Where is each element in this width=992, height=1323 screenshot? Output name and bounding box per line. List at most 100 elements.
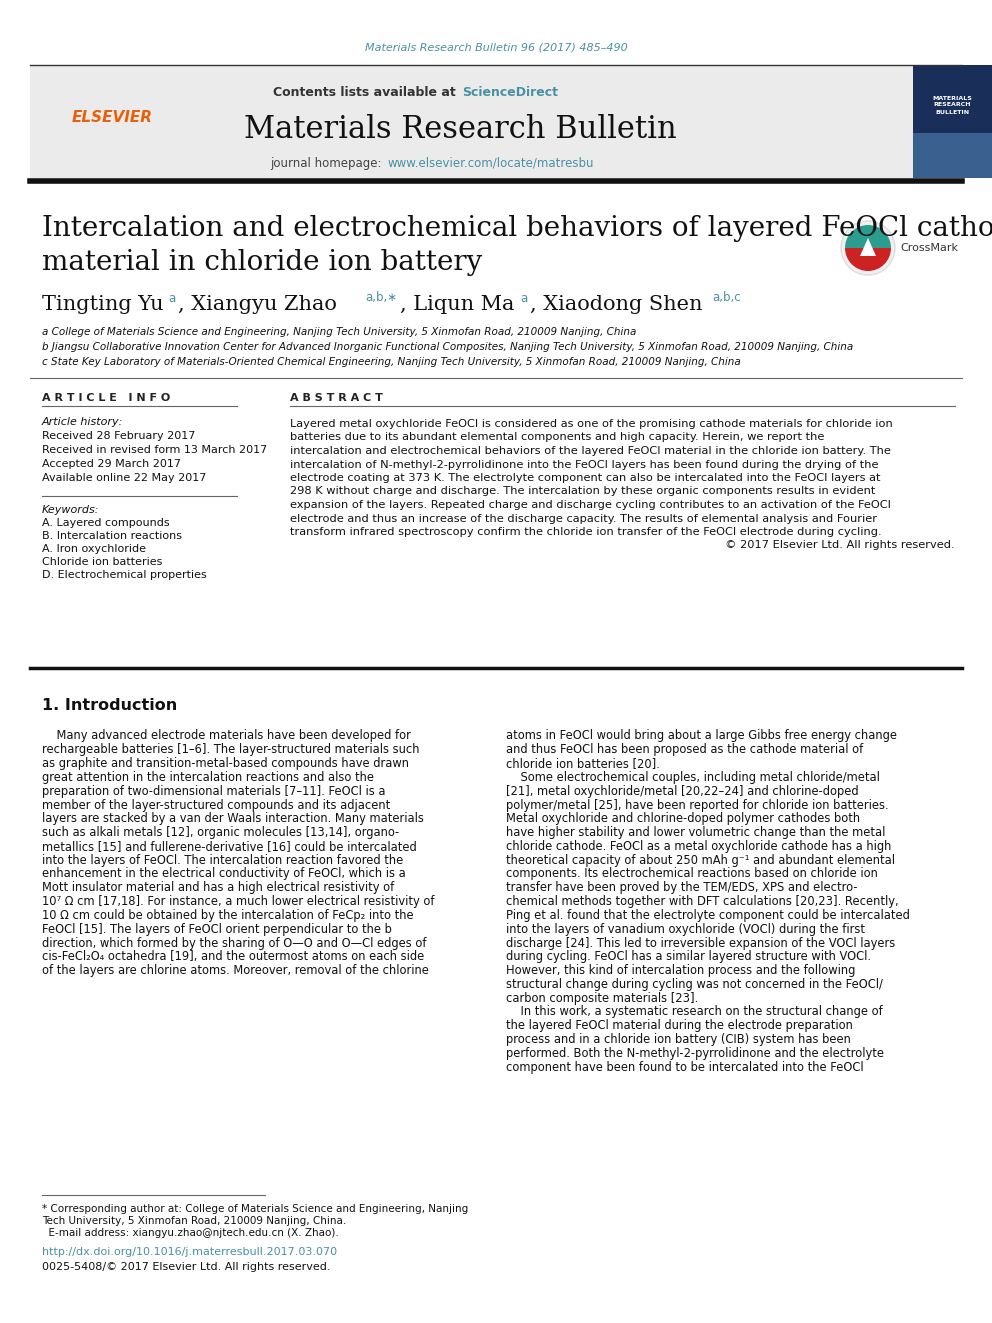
Circle shape	[841, 221, 895, 275]
Text: and thus FeOCl has been proposed as the cathode material of: and thus FeOCl has been proposed as the …	[506, 744, 863, 757]
Text: cis-FeCl₂O₄ octahedra [19], and the outermost atoms on each side: cis-FeCl₂O₄ octahedra [19], and the oute…	[42, 950, 425, 963]
Text: A. Layered compounds: A. Layered compounds	[42, 519, 170, 528]
Text: preparation of two-dimensional materials [7–11]. FeOCl is a: preparation of two-dimensional materials…	[42, 785, 386, 798]
Text: rechargeable batteries [1–6]. The layer-structured materials such: rechargeable batteries [1–6]. The layer-…	[42, 744, 420, 757]
Text: electrode and thus an increase of the discharge capacity. The results of element: electrode and thus an increase of the di…	[290, 513, 877, 524]
Text: Accepted 29 March 2017: Accepted 29 March 2017	[42, 459, 181, 468]
Text: atoms in FeOCl would bring about a large Gibbs free energy change: atoms in FeOCl would bring about a large…	[506, 729, 897, 742]
Text: Available online 22 May 2017: Available online 22 May 2017	[42, 474, 206, 483]
Wedge shape	[845, 225, 891, 247]
Text: , Liqun Ma: , Liqun Ma	[400, 295, 515, 314]
Text: CrossMark: CrossMark	[900, 243, 958, 253]
Text: Article history:: Article history:	[42, 417, 123, 427]
Text: such as alkali metals [12], organic molecules [13,14], organo-: such as alkali metals [12], organic mole…	[42, 826, 399, 839]
Text: intercalation and electrochemical behaviors of the layered FeOCl material in the: intercalation and electrochemical behavi…	[290, 446, 891, 456]
Text: discharge [24]. This led to irreversible expansion of the VOCl layers: discharge [24]. This led to irreversible…	[506, 937, 895, 950]
Text: a: a	[168, 291, 176, 304]
Text: as graphite and transition-metal-based compounds have drawn: as graphite and transition-metal-based c…	[42, 757, 409, 770]
Text: journal homepage:: journal homepage:	[270, 156, 385, 169]
Text: Many advanced electrode materials have been developed for: Many advanced electrode materials have b…	[42, 729, 411, 742]
Text: , Xiangyu Zhao: , Xiangyu Zhao	[178, 295, 337, 314]
Text: In this work, a systematic research on the structural change of: In this work, a systematic research on t…	[506, 1005, 883, 1019]
Text: direction, which formed by the sharing of O—O and O—Cl edges of: direction, which formed by the sharing o…	[42, 937, 427, 950]
Text: intercalation of N-methyl-2-pyrrolidinone into the FeOCl layers has been found d: intercalation of N-methyl-2-pyrrolidinon…	[290, 459, 879, 470]
Text: a,b,∗: a,b,∗	[365, 291, 397, 304]
Text: polymer/metal [25], have been reported for chloride ion batteries.: polymer/metal [25], have been reported f…	[506, 799, 889, 811]
Text: Tingting Yu: Tingting Yu	[42, 295, 164, 314]
Text: transform infrared spectroscopy confirm the chloride ion transfer of the FeOCl e: transform infrared spectroscopy confirm …	[290, 527, 882, 537]
Bar	[913, 134, 992, 179]
Text: 0025-5408/© 2017 Elsevier Ltd. All rights reserved.: 0025-5408/© 2017 Elsevier Ltd. All right…	[42, 1262, 330, 1271]
Text: chemical methods together with DFT calculations [20,23]. Recently,: chemical methods together with DFT calcu…	[506, 896, 899, 908]
Wedge shape	[845, 247, 891, 271]
Text: into the layers of vanadium oxychloride (VOCl) during the first: into the layers of vanadium oxychloride …	[506, 922, 865, 935]
Text: Keywords:: Keywords:	[42, 505, 99, 515]
Text: structural change during cycling was not concerned in the FeOCl/: structural change during cycling was not…	[506, 978, 883, 991]
Text: Metal oxychloride and chlorine-doped polymer cathodes both: Metal oxychloride and chlorine-doped pol…	[506, 812, 860, 826]
Text: member of the layer-structured compounds and its adjacent: member of the layer-structured compounds…	[42, 799, 390, 811]
Text: MATERIALS
RESEARCH
BULLETIN: MATERIALS RESEARCH BULLETIN	[932, 95, 972, 115]
Text: Mott insulator material and has a high electrical resistivity of: Mott insulator material and has a high e…	[42, 881, 394, 894]
Text: of the layers are chlorine atoms. Moreover, removal of the chlorine: of the layers are chlorine atoms. Moreov…	[42, 964, 429, 978]
Text: performed. Both the N-methyl-2-pyrrolidinone and the electrolyte: performed. Both the N-methyl-2-pyrrolidi…	[506, 1046, 884, 1060]
Text: process and in a chloride ion battery (CIB) system has been: process and in a chloride ion battery (C…	[506, 1033, 851, 1046]
Text: 298 K without charge and discharge. The intercalation by these organic component: 298 K without charge and discharge. The …	[290, 487, 875, 496]
Text: Some electrochemical couples, including metal chloride/metal: Some electrochemical couples, including …	[506, 771, 880, 785]
Text: during cycling. FeOCl has a similar layered structure with VOCl.: during cycling. FeOCl has a similar laye…	[506, 950, 871, 963]
Polygon shape	[860, 238, 876, 255]
Text: http://dx.doi.org/10.1016/j.materresbull.2017.03.070: http://dx.doi.org/10.1016/j.materresbull…	[42, 1248, 337, 1257]
Text: Intercalation and electrochemical behaviors of layered FeOCl cathode: Intercalation and electrochemical behavi…	[42, 214, 992, 242]
Text: a: a	[520, 291, 528, 304]
Text: ELSEVIER: ELSEVIER	[71, 111, 153, 126]
Text: batteries due to its abundant elemental components and high capacity. Herein, we: batteries due to its abundant elemental …	[290, 433, 824, 442]
Text: Received in revised form 13 March 2017: Received in revised form 13 March 2017	[42, 445, 267, 455]
Text: Materials Research Bulletin 96 (2017) 485–490: Materials Research Bulletin 96 (2017) 48…	[365, 44, 627, 53]
Text: material in chloride ion battery: material in chloride ion battery	[42, 249, 482, 275]
Text: a College of Materials Science and Engineering, Nanjing Tech University, 5 Xinmo: a College of Materials Science and Engin…	[42, 327, 637, 337]
Bar	[913, 65, 992, 179]
Text: enhancement in the electrical conductivity of FeOCl, which is a: enhancement in the electrical conductivi…	[42, 868, 406, 881]
Text: metallics [15] and fullerene-derivative [16] could be intercalated: metallics [15] and fullerene-derivative …	[42, 840, 417, 853]
Text: FeOCl [15]. The layers of FeOCl orient perpendicular to the b: FeOCl [15]. The layers of FeOCl orient p…	[42, 922, 392, 935]
Text: a,b,c: a,b,c	[712, 291, 741, 304]
Text: Layered metal oxychloride FeOCl is considered as one of the promising cathode ma: Layered metal oxychloride FeOCl is consi…	[290, 419, 893, 429]
Text: Ping et al. found that the electrolyte component could be intercalated: Ping et al. found that the electrolyte c…	[506, 909, 910, 922]
Text: c State Key Laboratory of Materials-Oriented Chemical Engineering, Nanjing Tech : c State Key Laboratory of Materials-Orie…	[42, 357, 741, 366]
Text: © 2017 Elsevier Ltd. All rights reserved.: © 2017 Elsevier Ltd. All rights reserved…	[725, 541, 955, 550]
Text: E-mail address: xiangyu.zhao@njtech.edu.cn (X. Zhao).: E-mail address: xiangyu.zhao@njtech.edu.…	[42, 1228, 338, 1238]
Bar	[30, 65, 913, 179]
Text: B. Intercalation reactions: B. Intercalation reactions	[42, 531, 182, 541]
Text: chloride ion batteries [20].: chloride ion batteries [20].	[506, 757, 660, 770]
Text: Chloride ion batteries: Chloride ion batteries	[42, 557, 163, 568]
Text: 10⁷ Ω cm [17,18]. For instance, a much lower electrical resistivity of: 10⁷ Ω cm [17,18]. For instance, a much l…	[42, 896, 434, 908]
Text: b Jiangsu Collaborative Innovation Center for Advanced Inorganic Functional Comp: b Jiangsu Collaborative Innovation Cente…	[42, 343, 853, 352]
Text: Contents lists available at: Contents lists available at	[273, 86, 460, 98]
Text: layers are stacked by a van der Waals interaction. Many materials: layers are stacked by a van der Waals in…	[42, 812, 424, 826]
Text: * Corresponding author at: College of Materials Science and Engineering, Nanjing: * Corresponding author at: College of Ma…	[42, 1204, 468, 1215]
Text: components. Its electrochemical reactions based on chloride ion: components. Its electrochemical reaction…	[506, 868, 878, 881]
Text: the layered FeOCl material during the electrode preparation: the layered FeOCl material during the el…	[506, 1019, 853, 1032]
Text: A. Iron oxychloride: A. Iron oxychloride	[42, 544, 146, 554]
Text: A B S T R A C T: A B S T R A C T	[290, 393, 383, 404]
Text: A R T I C L E   I N F O: A R T I C L E I N F O	[42, 393, 171, 404]
Text: , Xiaodong Shen: , Xiaodong Shen	[530, 295, 702, 314]
Text: Tech University, 5 Xinmofan Road, 210009 Nanjing, China.: Tech University, 5 Xinmofan Road, 210009…	[42, 1216, 346, 1226]
Text: into the layers of FeOCl. The intercalation reaction favored the: into the layers of FeOCl. The intercalat…	[42, 853, 404, 867]
Text: theoretical capacity of about 250 mAh g⁻¹ and abundant elemental: theoretical capacity of about 250 mAh g⁻…	[506, 853, 895, 867]
Text: have higher stability and lower volumetric change than the metal: have higher stability and lower volumetr…	[506, 826, 886, 839]
Text: electrode coating at 373 K. The electrolyte component can also be intercalated i: electrode coating at 373 K. The electrol…	[290, 474, 881, 483]
Text: 1. Introduction: 1. Introduction	[42, 699, 178, 713]
Text: component have been found to be intercalated into the FeOCl: component have been found to be intercal…	[506, 1061, 864, 1074]
Text: chloride cathode. FeOCl as a metal oxychloride cathode has a high: chloride cathode. FeOCl as a metal oxych…	[506, 840, 892, 853]
Text: expansion of the layers. Repeated charge and discharge cycling contributes to an: expansion of the layers. Repeated charge…	[290, 500, 891, 509]
Text: D. Electrochemical properties: D. Electrochemical properties	[42, 570, 206, 579]
Text: [21], metal oxychloride/metal [20,22–24] and chlorine-doped: [21], metal oxychloride/metal [20,22–24]…	[506, 785, 859, 798]
Text: carbon composite materials [23].: carbon composite materials [23].	[506, 992, 698, 1004]
Text: transfer have been proved by the TEM/EDS, XPS and electro-: transfer have been proved by the TEM/EDS…	[506, 881, 857, 894]
Text: However, this kind of intercalation process and the following: However, this kind of intercalation proc…	[506, 964, 855, 978]
Text: Received 28 February 2017: Received 28 February 2017	[42, 431, 195, 441]
Text: www.elsevier.com/locate/matresbu: www.elsevier.com/locate/matresbu	[387, 156, 593, 169]
Text: ScienceDirect: ScienceDirect	[462, 86, 558, 98]
Text: Materials Research Bulletin: Materials Research Bulletin	[244, 115, 677, 146]
Text: 10 Ω cm could be obtained by the intercalation of FeCp₂ into the: 10 Ω cm could be obtained by the interca…	[42, 909, 414, 922]
